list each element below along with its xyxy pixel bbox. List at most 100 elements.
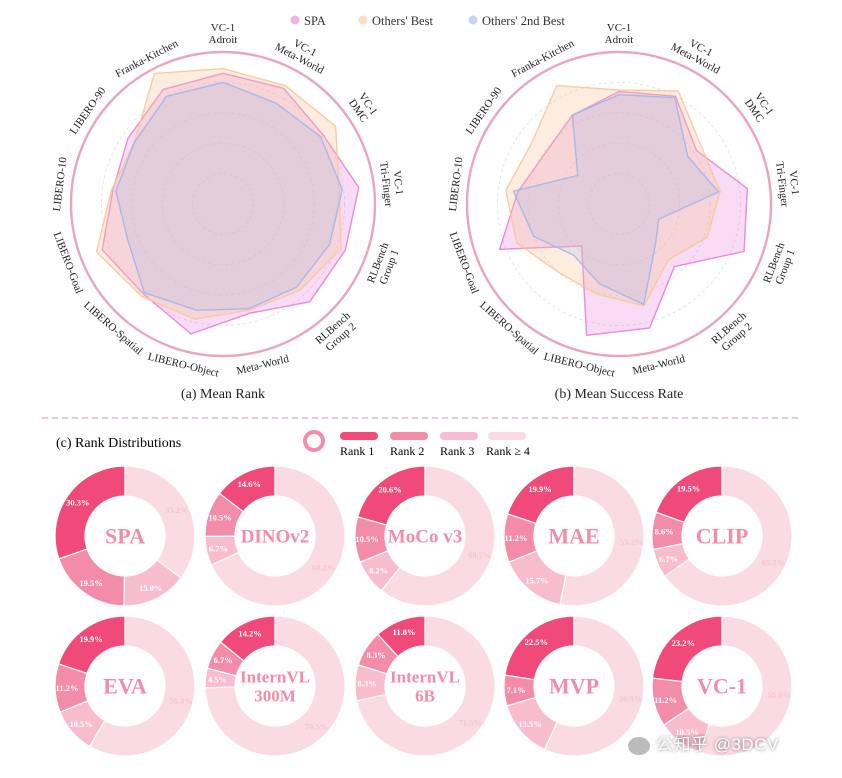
donut-label-rank-1: 14.6%: [238, 479, 261, 489]
radar-outer-ring: [69, 50, 377, 358]
donut-clip: 19.5% 8.6% 6.7% 65.2% CLIP: [651, 465, 793, 607]
donut-model-name: InternVL 6B: [390, 668, 460, 706]
donut-label-rank-3: 8.3%: [358, 678, 377, 688]
donut-segment-rank-2: [58, 548, 126, 607]
donut-label-rank-4: 58.4%: [169, 696, 192, 706]
donut-label-rank-4: 65.2%: [762, 558, 785, 568]
legend-swatch-spa: [290, 15, 300, 25]
watermark-logo-icon: [628, 736, 650, 755]
donut-segment-rank-3: [204, 535, 240, 566]
rank-legend-swatch-3: [440, 432, 478, 440]
radar-grid-circle: [527, 112, 711, 296]
radar-axis-label-libero-goal: LIBERO-Goal: [51, 230, 85, 295]
donut-label-rank-1: 22.5%: [525, 637, 548, 647]
radar-axis-label-rlbench-group-2: RLBenchGroup 2: [313, 309, 361, 355]
donut-label-rank-2: 6.7%: [214, 655, 233, 665]
rank-legend-label-3: Rank 3: [440, 444, 474, 458]
donut-segment-rank-2: [357, 633, 399, 675]
radar-grid-circle: [192, 173, 254, 235]
donut-model-name: EVA: [103, 674, 147, 699]
donut-label-rank-2: 10.5%: [355, 534, 378, 544]
donut-model-name: MVP: [549, 674, 599, 699]
donut-label-rank-1: 19.9%: [79, 634, 102, 644]
donut-segment-rank-2: [651, 677, 690, 726]
watermark-text: 公知乎 @3DCV: [656, 735, 779, 754]
radar-series-others-2nd-best: [512, 93, 720, 306]
donut-spa: 30.3% 19.5% 15.0% 35.2% SPA: [54, 465, 196, 607]
donut-mvp: 22.5% 7.1% 13.5% 56.9% MVP: [503, 615, 645, 757]
donut-model-name: CLIP: [696, 524, 749, 549]
donut-label-rank-3: 13.5%: [518, 719, 541, 729]
donut-moco-v3: 20.6% 10.5% 8.2% 60.7% MoCo v3: [354, 465, 496, 607]
radar-axis-label-vc-1-dmc: VC-1DMC: [742, 90, 776, 124]
donut-mae: 19.9% 11.2% 15.7% 53.2% MAE: [503, 465, 645, 607]
rank-legend-label-1: Rank 1: [340, 444, 374, 458]
rank-legend-label-2: Rank 2: [390, 444, 424, 458]
donut-label-rank-3: 15.7%: [525, 576, 548, 586]
donut-label-rank-1: 14.2%: [238, 629, 261, 639]
donut-segment-rank-2: [204, 492, 245, 538]
donut-label-rank-1: 30.3%: [66, 497, 89, 507]
donut-segment-rank-1: [54, 465, 126, 560]
radar-series-others-best: [505, 84, 721, 307]
donut-model-name: DINOv2: [241, 527, 310, 548]
radar-grid-circle: [131, 112, 315, 296]
rank-legend-label-4: Rank ≥ 4: [486, 444, 530, 458]
radar-axis-label-vc-1-tri-finger: VC-1Tri-Finger: [377, 160, 406, 208]
donut-segment-rank-3: [59, 700, 106, 748]
radar-axis-label-vc-1-dmc: VC-1DMC: [346, 90, 380, 124]
donut-label-rank-1: 23.2%: [672, 638, 695, 648]
donut-label-rank-3: 15.0%: [139, 583, 162, 593]
donut-segment-rank-2: [354, 516, 389, 563]
radar-axis-label-vc-1-meta-world: VC-1Meta-World: [273, 30, 332, 76]
radar-axis-label-vc-1-tri-finger: VC-1Tri-Finger: [773, 160, 802, 208]
donut-segment-rank-1: [57, 615, 126, 675]
donut-label-rank-2: 10.5%: [208, 513, 231, 523]
radar-title: (a) Mean Rank: [181, 387, 265, 402]
radar-grid-circle: [496, 82, 741, 326]
donut-segment-rank-1: [506, 465, 575, 525]
rank-legend-swatch-4: [488, 432, 526, 440]
radar-legend: SPA Others' Best Others' 2nd Best: [290, 14, 565, 28]
legend-label-others-2nd-best: Others' 2nd Best: [482, 14, 565, 28]
donut-segment-rank-4: [355, 615, 496, 757]
radar-title: (b) Mean Success Rate: [555, 387, 684, 402]
donut-label-rank-4: 56.9%: [619, 694, 642, 704]
donut-label-rank-4: 53.2%: [620, 537, 643, 547]
donut-eva: 19.9% 11.2% 10.5% 58.4% EVA: [54, 615, 196, 757]
donut-segment-rank-2: [503, 674, 537, 707]
radar-axis-label-rlbench-group-2: RLBenchGroup 2: [709, 309, 757, 355]
donut-label-rank-4: 68.2%: [312, 562, 335, 572]
donut-label-rank-3: 10.5%: [69, 719, 92, 729]
donut-label-rank-3: 4.5%: [208, 674, 227, 684]
donut-segment-rank-2: [206, 641, 245, 677]
donut-segment-rank-4: [699, 615, 793, 757]
radar-series-spa: [101, 72, 360, 335]
donut-label-rank-4: 35.2%: [165, 505, 188, 515]
donut-segment-rank-2: [651, 511, 686, 551]
donut-segment-rank-3: [359, 550, 401, 592]
radar-axis-label-vc-1-adroit: VC-1 Adroit: [209, 22, 238, 46]
radar-chart-mean-rank: VC-1 Adroit VC-1Meta-World VC-1DMC VC-1Tri-F…: [51, 22, 406, 402]
donut-segment-rank-2: [54, 663, 89, 713]
donut-segment-rank-4: [88, 615, 196, 757]
donut-segment-rank-3: [663, 707, 711, 754]
donut-segment-rank-4: [124, 465, 196, 579]
radar-axis-label-vc-1-adroit: VC-1 Adroit: [605, 22, 634, 46]
donut-label-rank-4: 71.5%: [459, 717, 482, 727]
donut-internvl-300m: 14.2% 6.7% 4.5% 74.5% InternVL 300M: [204, 615, 346, 757]
donut-segment-rank-4: [543, 615, 645, 757]
radar-axis-label-rlbench-group-1: RLBenchGroup 1: [761, 241, 799, 289]
radar-series-others-best: [95, 67, 342, 320]
donut-segment-rank-3: [652, 543, 691, 578]
donut-label-rank-2: 11.2%: [654, 695, 677, 705]
radar-axis-label-libero-goal: LIBERO-Goal: [447, 230, 481, 295]
donut-segment-rank-4: [204, 615, 346, 757]
radar-axis-label-libero-10: LIBERO-10: [51, 156, 70, 212]
donut-label-rank-2: 7.1%: [507, 685, 526, 695]
donut-label-rank-1: 20.6%: [378, 485, 401, 495]
donut-dinov2: 14.6% 10.5% 6.7% 68.2% DINOv2: [204, 465, 346, 607]
rank-legend-ring-icon: [303, 430, 325, 452]
donut-segment-rank-1: [651, 615, 723, 683]
